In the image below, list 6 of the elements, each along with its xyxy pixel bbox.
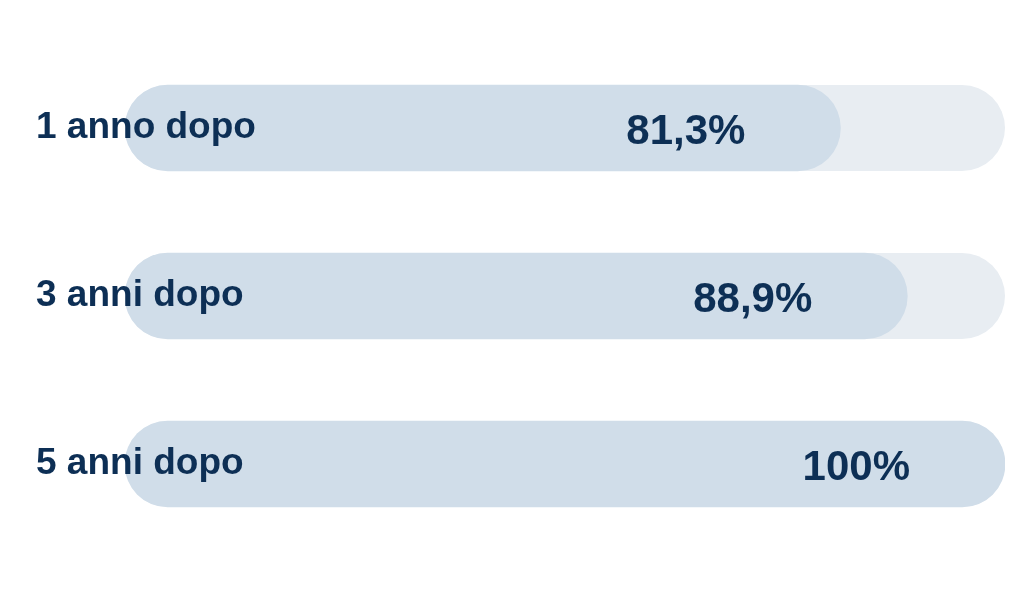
data-label: 88,9% [693, 273, 813, 321]
y-tick-label: 3 anni dopo [36, 273, 244, 315]
y-tick-label: 1 anno dopo [36, 105, 256, 147]
y-tick-label: 5 anni dopo [36, 441, 244, 483]
data-label: 81,3% [626, 105, 746, 153]
data-label: 100% [802, 441, 910, 489]
